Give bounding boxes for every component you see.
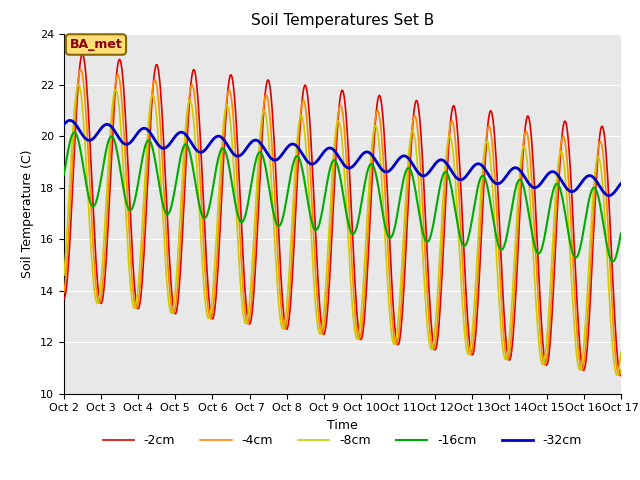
Legend: -2cm, -4cm, -8cm, -16cm, -32cm: -2cm, -4cm, -8cm, -16cm, -32cm [97,429,588,452]
Text: BA_met: BA_met [70,38,122,51]
Title: Soil Temperatures Set B: Soil Temperatures Set B [251,13,434,28]
Y-axis label: Soil Temperature (C): Soil Temperature (C) [22,149,35,278]
X-axis label: Time: Time [327,419,358,432]
